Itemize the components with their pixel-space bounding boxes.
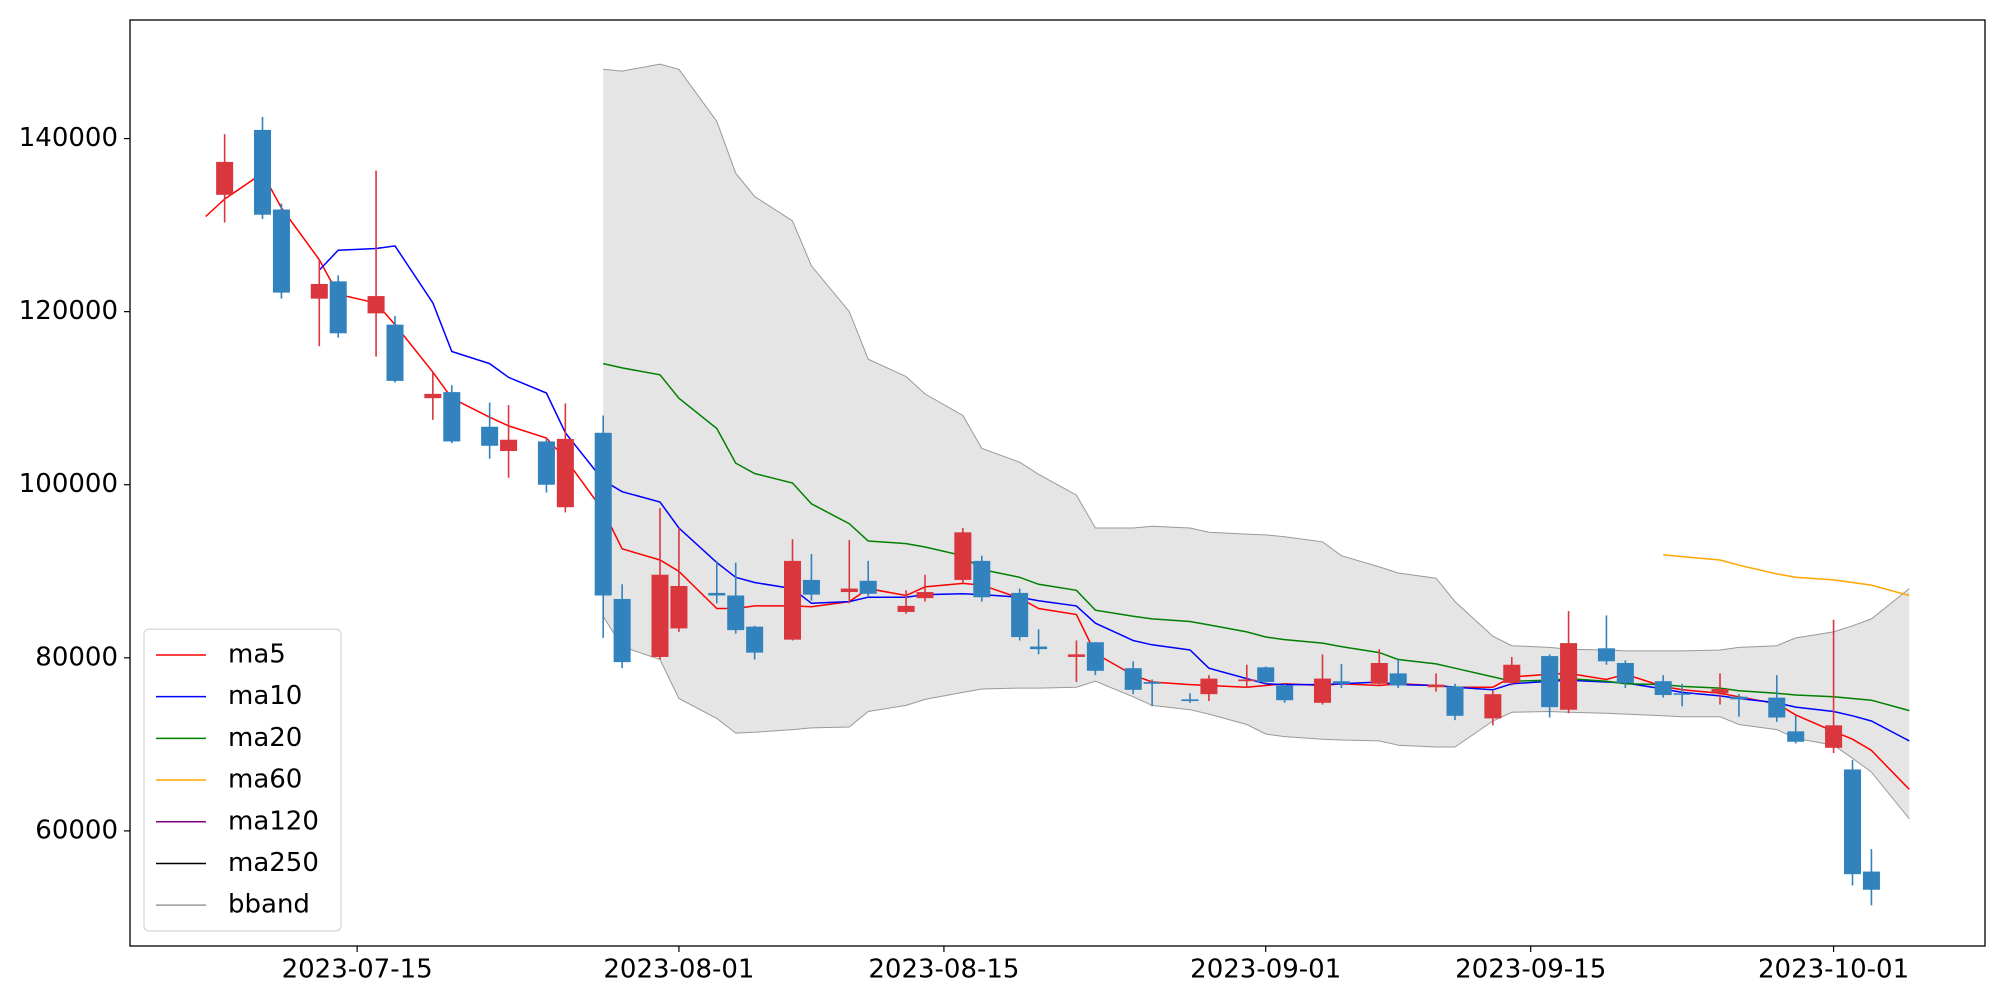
candle-body — [897, 605, 915, 612]
legend: ma5 ma10 ma20 ma60 ma120 ma250 bband — [143, 628, 342, 932]
candle-body — [783, 560, 802, 640]
ma-line — [603, 362, 1910, 712]
legend-label: ma20 — [228, 723, 302, 753]
candle-body — [708, 592, 726, 596]
candle-body — [1332, 681, 1350, 684]
candle-body — [1825, 725, 1843, 748]
x-tick-label: 2023-08-15 — [868, 955, 1019, 985]
legend-label: ma5 — [228, 639, 286, 669]
candle-body — [1843, 769, 1862, 875]
x-tick-label: 2023-10-01 — [1758, 955, 1909, 985]
candle-body — [651, 574, 669, 657]
candle-body — [1862, 871, 1880, 890]
candle-body — [859, 580, 877, 594]
candle-body — [594, 432, 612, 596]
candle-body — [1086, 642, 1104, 671]
x-tick-label: 2023-07-15 — [282, 955, 433, 985]
candle-body — [727, 595, 745, 631]
candle-body — [1011, 592, 1029, 638]
y-tick-label: 120000 — [19, 296, 118, 326]
candle-body — [1673, 693, 1691, 695]
band-upper — [603, 63, 1910, 652]
legend-label: ma10 — [228, 681, 302, 711]
x-tick-label: 2023-08-01 — [603, 955, 754, 985]
candle-body — [802, 579, 820, 595]
candle-body — [367, 296, 385, 314]
candle-body — [424, 393, 442, 399]
legend-label: ma250 — [228, 848, 319, 878]
candle-body — [1313, 678, 1332, 703]
candle-body — [1787, 731, 1805, 742]
candle-body — [1427, 684, 1445, 688]
candle-body — [1446, 686, 1464, 716]
plot-frame — [129, 19, 1986, 947]
band-fill — [603, 64, 1910, 819]
y-tick-label: 60000 — [35, 815, 118, 845]
candle-body — [329, 281, 347, 334]
y-tick-label: 140000 — [19, 123, 118, 153]
candle-body — [1560, 643, 1578, 710]
candle-body — [1389, 673, 1407, 686]
candle-body — [1541, 656, 1559, 708]
candle-body — [954, 532, 972, 580]
candle-body — [1067, 654, 1085, 657]
candle-body — [840, 588, 858, 593]
candle-body — [556, 438, 574, 508]
candle-body — [1484, 694, 1502, 719]
candle-body — [1238, 679, 1256, 682]
ma-line — [1663, 554, 1910, 597]
band-lower — [602, 616, 1910, 820]
legend-box — [143, 628, 342, 932]
candle-body — [1030, 646, 1048, 650]
candle-body — [916, 592, 934, 599]
candle-body — [613, 598, 631, 663]
candle-body — [670, 585, 688, 629]
candle-body — [1503, 664, 1521, 683]
candle-body — [746, 626, 764, 653]
candle-body — [1181, 699, 1199, 702]
candle-body — [481, 426, 499, 446]
candle-body — [216, 161, 234, 195]
candle-body — [1143, 682, 1161, 684]
candle-body — [1768, 697, 1786, 718]
candle-body — [1257, 667, 1275, 683]
candle-body — [310, 283, 328, 299]
legend-label: bband — [228, 890, 310, 920]
candle-body — [973, 560, 991, 598]
candle-body — [443, 392, 461, 442]
candle-body — [1597, 648, 1615, 662]
candle-body — [1730, 696, 1748, 700]
candle-body — [1124, 668, 1142, 690]
candle-body — [1654, 681, 1672, 696]
candle-body — [1370, 663, 1388, 684]
candle-body — [1200, 678, 1218, 695]
y-tick-label: 100000 — [19, 469, 118, 499]
candle-body — [1616, 663, 1634, 683]
candle-body — [272, 209, 290, 293]
x-tick-label: 2023-09-15 — [1455, 955, 1606, 985]
candle-body — [500, 439, 518, 451]
legend-label: ma120 — [228, 806, 319, 836]
candle-body — [386, 324, 404, 381]
x-tick-label: 2023-09-01 — [1190, 955, 1341, 985]
y-tick-label: 80000 — [35, 642, 118, 672]
candle-body — [1276, 685, 1294, 701]
candle-body — [1711, 688, 1729, 694]
candle-body — [537, 441, 555, 485]
ma-line — [318, 245, 1910, 742]
candle-body — [253, 129, 272, 215]
legend-label: ma60 — [228, 765, 302, 795]
